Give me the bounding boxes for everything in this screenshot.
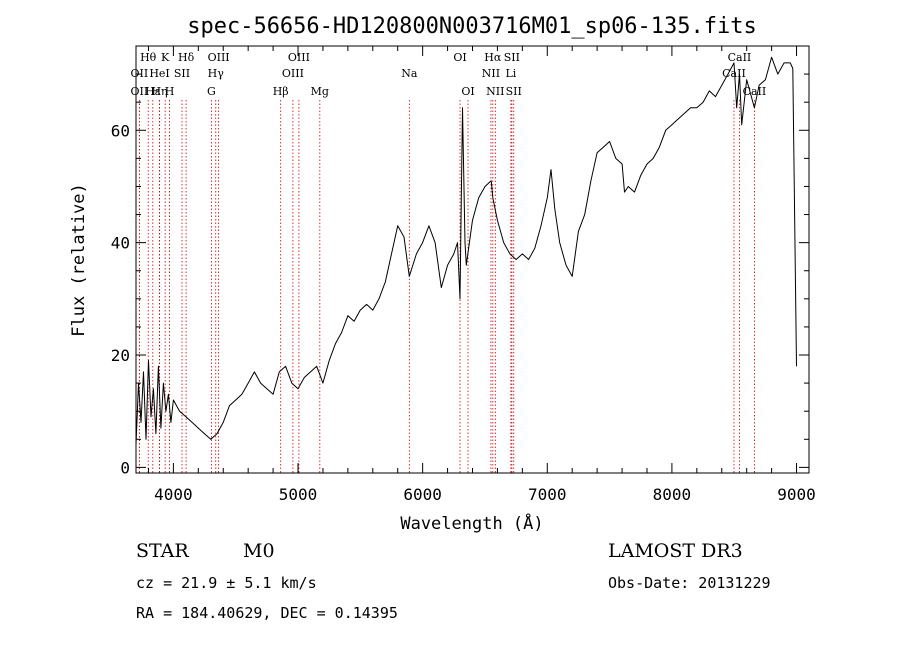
x-axis-label: Wavelength (Å) — [400, 512, 543, 534]
line-marker-label: OI — [453, 51, 466, 64]
line-marker-label: Hγ — [208, 67, 225, 80]
x-tick-label: 8000 — [653, 485, 692, 504]
line-marker-label: SII — [174, 67, 190, 80]
chart-title: spec-56656-HD120800N003716M01_sp06-135.f… — [187, 14, 757, 39]
line-marker-label: Hα — [484, 51, 502, 64]
line-marker-label: H — [165, 85, 175, 98]
plot-frame — [135, 45, 810, 474]
y-tick-label: 20 — [111, 346, 130, 365]
line-marker-label: G — [207, 85, 216, 98]
x-tick-label: 5000 — [279, 485, 318, 504]
line-marker-label: OII — [131, 67, 149, 80]
y-tick-label: 40 — [111, 234, 130, 253]
x-tick-label: 9000 — [777, 485, 816, 504]
y-axis-label: Flux (relative) — [69, 183, 89, 337]
line-marker-label: Na — [401, 67, 418, 80]
line-marker-label: SII — [506, 85, 522, 98]
line-marker-label: Hθ — [140, 51, 157, 64]
line-marker-label: NII — [482, 67, 500, 80]
line-marker-label: CaII — [728, 51, 752, 64]
object-class: STAR — [136, 540, 189, 562]
object-subclass: M0 — [243, 540, 275, 562]
x-axis-ticks: 4000 5000 6000 7000 8000 9000 — [147, 46, 816, 504]
line-marker-label: OI — [461, 85, 474, 98]
spectrum-series — [135, 56, 797, 445]
line-marker-label: SII — [504, 51, 520, 64]
line-marker-label: CaII — [743, 85, 767, 98]
y-tick-label: 0 — [120, 458, 130, 477]
line-marker-label: K — [161, 51, 170, 64]
line-marker-label: Hη — [151, 85, 167, 98]
line-marker-label: OIII — [208, 51, 230, 64]
line-marker-label: Hβ — [273, 85, 289, 98]
redshift-velocity: cz = 21.9 ± 5.1 km/s — [136, 574, 317, 592]
line-marker-label: OII — [131, 85, 149, 98]
y-axis-ticks: 0 20 40 60 — [111, 73, 809, 477]
x-tick-label: 6000 — [403, 485, 442, 504]
spectrum-line-0 — [135, 56, 797, 445]
line-marker-label: Mg — [311, 85, 329, 98]
y-tick-label: 60 — [111, 121, 130, 140]
survey-name: LAMOST DR3 — [608, 540, 743, 562]
x-tick-label: 4000 — [154, 485, 193, 504]
line-marker-label: Hδ — [178, 51, 195, 64]
line-marker-label: OIII — [288, 51, 310, 64]
line-marker-label: HeI — [149, 67, 169, 80]
observation-date: Obs-Date: 20131229 — [608, 574, 771, 592]
x-tick-label: 7000 — [528, 485, 567, 504]
line-marker-label: NII — [486, 85, 504, 98]
ra-dec-coordinates: RA = 184.40629, DEC = 0.14395 — [136, 604, 398, 622]
line-marker-label: OIII — [282, 67, 304, 80]
line-marker-label: Li — [505, 67, 516, 80]
line-marker-label: Hε — [145, 85, 161, 98]
